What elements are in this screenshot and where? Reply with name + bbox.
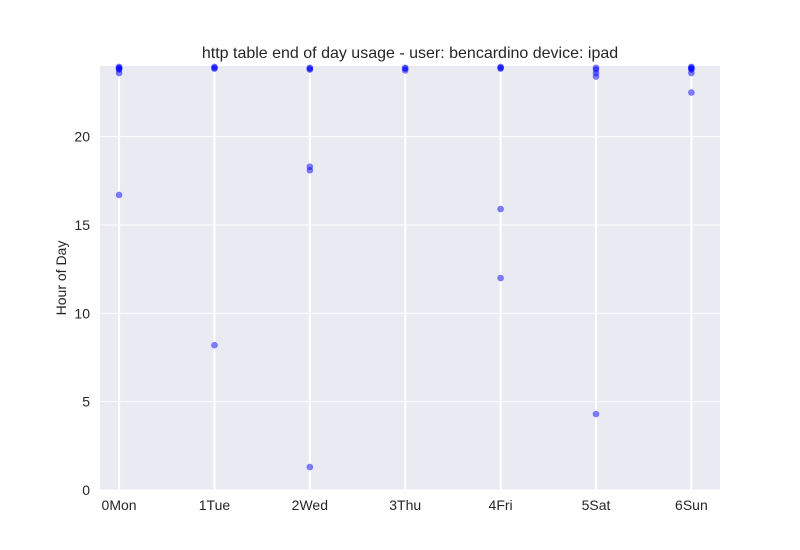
- data-point: [306, 66, 314, 73]
- data-point: [115, 191, 123, 199]
- data-points: [115, 63, 695, 471]
- data-point: [688, 89, 695, 96]
- plot-area: [100, 66, 720, 490]
- chart-title: http table end of day usage - user: benc…: [202, 45, 618, 62]
- data-point: [306, 463, 314, 471]
- data-point: [211, 65, 218, 72]
- x-tick-label: 2Wed: [292, 497, 328, 513]
- y-tick-label: 15: [74, 217, 90, 233]
- y-tick-label: 20: [74, 129, 90, 145]
- data-point: [688, 69, 695, 77]
- x-tick-label: 5Sat: [582, 497, 611, 513]
- y-axis-label: Hour of Day: [53, 241, 69, 316]
- x-tick-label: 3Thu: [389, 497, 421, 513]
- data-point: [115, 69, 123, 77]
- x-tick-label: 6Sun: [675, 497, 708, 513]
- y-tick-label: 10: [74, 305, 90, 321]
- x-tick-label: 4Fri: [489, 497, 513, 513]
- data-point: [401, 67, 409, 74]
- grid: [100, 66, 720, 491]
- data-point: [306, 166, 314, 174]
- x-tick-label: 1Tue: [199, 497, 231, 513]
- data-point: [497, 205, 504, 213]
- x-tick-label: 0Mon: [102, 497, 137, 513]
- data-point: [497, 274, 504, 282]
- data-point: [592, 410, 600, 418]
- y-tick-label: 0: [82, 482, 90, 498]
- data-point: [592, 73, 600, 80]
- x-tick-labels: 0Mon 1Tue 2Wed 3Thu 4Fri 5Sat 6Sun: [102, 497, 708, 513]
- y-tick-label: 5: [82, 394, 90, 410]
- data-point: [497, 65, 504, 72]
- y-tick-labels: 0 5 10 15 20: [74, 129, 90, 498]
- data-point: [211, 341, 218, 349]
